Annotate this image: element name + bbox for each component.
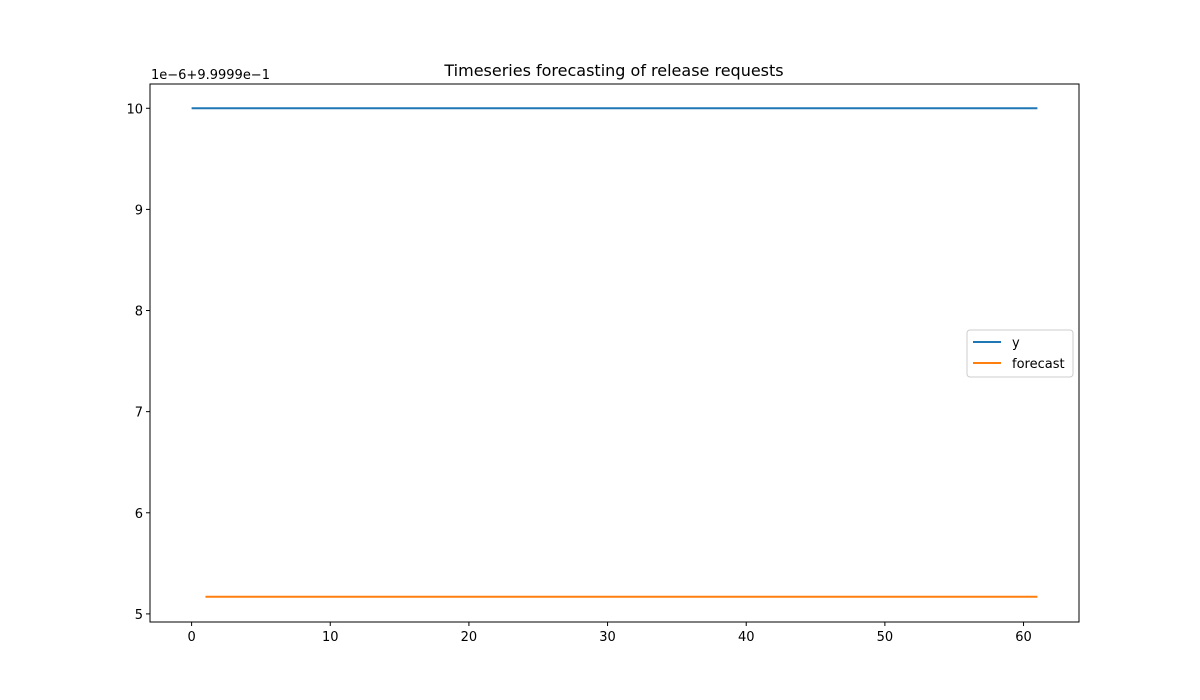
legend: y forecast (966, 329, 1074, 378)
x-tick-label: 60 (1015, 630, 1032, 645)
x-tick-label: 50 (877, 630, 894, 645)
x-tick-label: 10 (322, 630, 339, 645)
x-tick-label: 30 (599, 630, 616, 645)
x-tick-label: 40 (738, 630, 755, 645)
y-tick-label: 8 (135, 305, 143, 320)
y-tick-label: 9 (135, 203, 143, 218)
y-tick-label: 10 (126, 102, 143, 117)
series-layer (191, 107, 1038, 598)
y-tick-label: 7 (135, 406, 143, 421)
x-tick-label: 20 (461, 630, 478, 645)
x-tick-label: 0 (187, 630, 195, 645)
plot-area-frame (149, 83, 1080, 623)
ticks-layer: 0 10 20 30 40 50 60 5 6 7 8 9 10 (126, 102, 1031, 645)
legend-label-forecast: forecast (1012, 357, 1065, 372)
legend-label-y: y (1012, 336, 1020, 351)
y-axis-offset-text: 1e−6+9.9999e−1 (151, 68, 270, 83)
y-tick-label: 6 (135, 507, 143, 522)
chart-title: Timeseries forecasting of release reques… (443, 61, 783, 80)
y-tick-label: 5 (135, 608, 143, 623)
